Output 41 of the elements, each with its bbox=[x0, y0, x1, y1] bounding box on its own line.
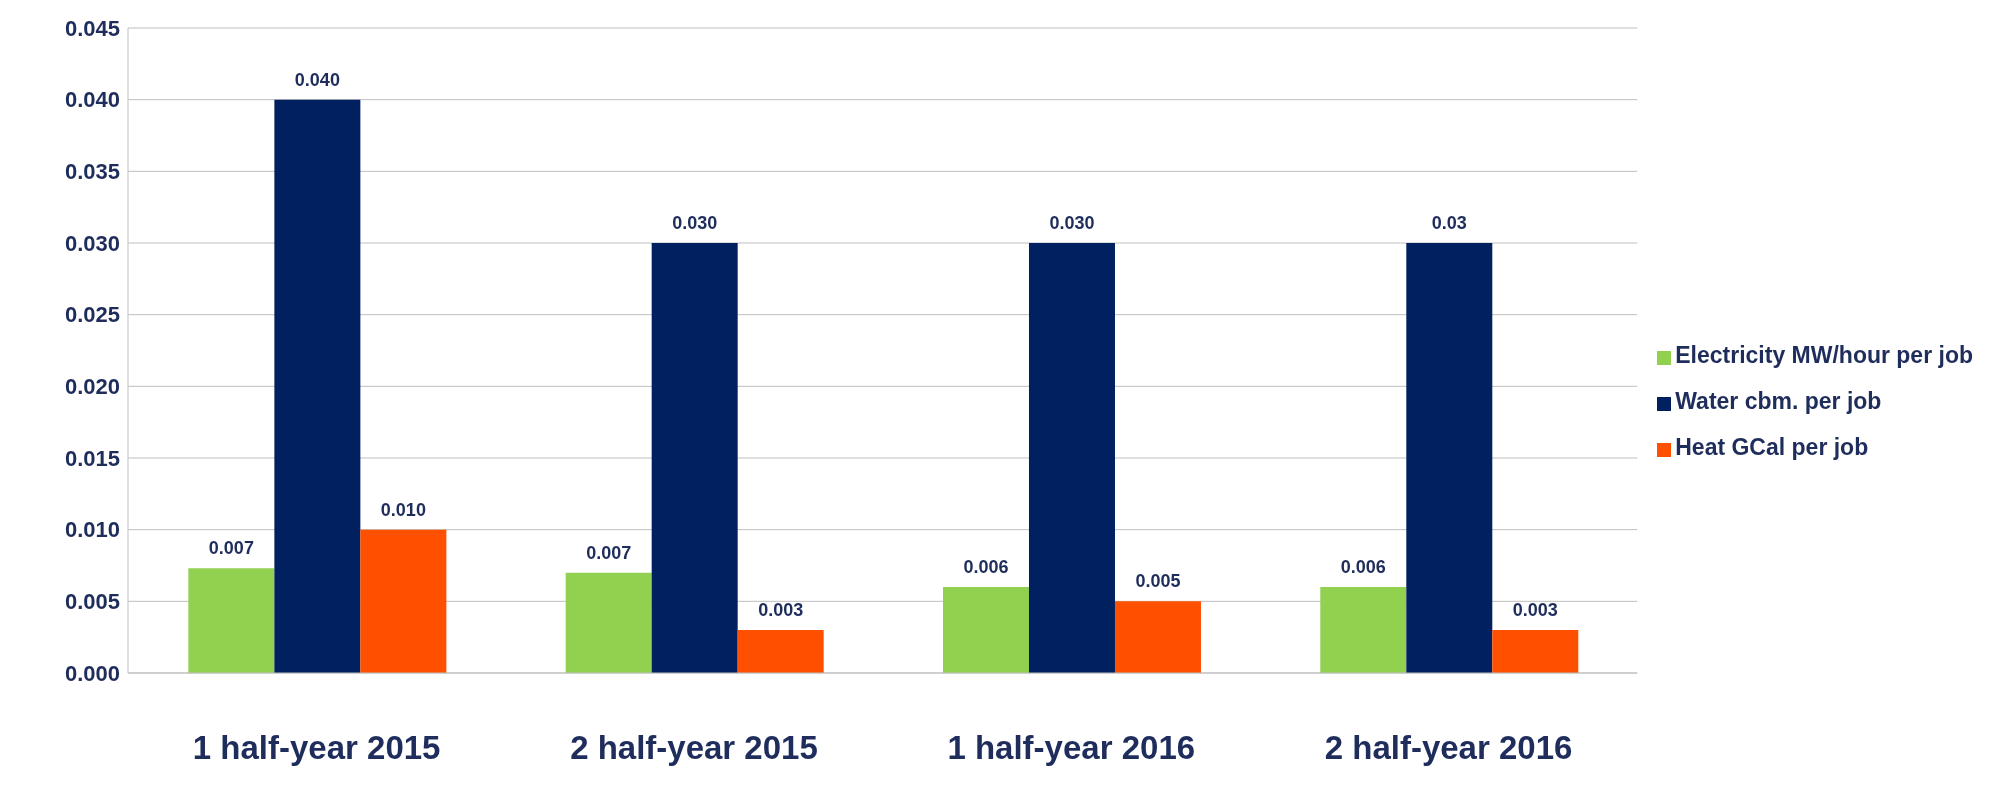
x-tick-label: 2 half-year 2016 bbox=[1324, 729, 1573, 767]
y-tick-label: 0.030 bbox=[64, 230, 120, 256]
bar bbox=[651, 243, 738, 673]
data-label: 0.040 bbox=[294, 69, 340, 90]
data-label: 0.007 bbox=[586, 542, 632, 563]
bar bbox=[188, 568, 275, 673]
bar bbox=[1320, 587, 1407, 673]
y-tick-label: 0.035 bbox=[64, 159, 120, 185]
y-tick-label: 0.015 bbox=[64, 445, 120, 471]
data-label: 0.003 bbox=[1512, 600, 1558, 620]
y-tick-label: 0.005 bbox=[64, 589, 120, 615]
legend-label: Electricity MW/hour per job bbox=[1675, 341, 1973, 368]
x-tick-label: 1 half-year 2016 bbox=[947, 729, 1196, 767]
bar bbox=[1028, 243, 1115, 673]
bar bbox=[565, 572, 652, 673]
data-label: 0.005 bbox=[1135, 571, 1181, 592]
legend-label: Water cbm. per job bbox=[1675, 387, 1882, 414]
bar bbox=[1114, 601, 1201, 673]
bar bbox=[737, 630, 824, 673]
y-tick-label: 0.000 bbox=[64, 660, 120, 686]
x-tick-label: 1 half-year 2015 bbox=[192, 729, 441, 767]
y-tick-label: 0.020 bbox=[64, 374, 120, 400]
y-tick-label: 0.045 bbox=[64, 15, 120, 41]
bar bbox=[1406, 243, 1493, 673]
data-label: 0.03 bbox=[1431, 213, 1467, 233]
data-label: 0.030 bbox=[672, 213, 718, 233]
data-label: 0.003 bbox=[758, 600, 804, 620]
data-label: 0.007 bbox=[208, 538, 254, 559]
y-tick-label: 0.025 bbox=[64, 302, 120, 328]
bar bbox=[360, 529, 447, 673]
data-label: 0.006 bbox=[1340, 557, 1386, 577]
bar bbox=[274, 99, 361, 673]
x-tick-label: 2 half-year 2015 bbox=[570, 729, 818, 767]
data-label: 0.030 bbox=[1049, 213, 1095, 233]
legend-label: Heat GCal per job bbox=[1675, 433, 1869, 460]
bar bbox=[1492, 630, 1579, 673]
y-tick-label: 0.040 bbox=[64, 87, 120, 113]
data-label: 0.010 bbox=[380, 499, 426, 520]
bar bbox=[942, 587, 1029, 673]
data-label: 0.006 bbox=[963, 557, 1009, 577]
y-tick-label: 0.010 bbox=[64, 517, 120, 543]
